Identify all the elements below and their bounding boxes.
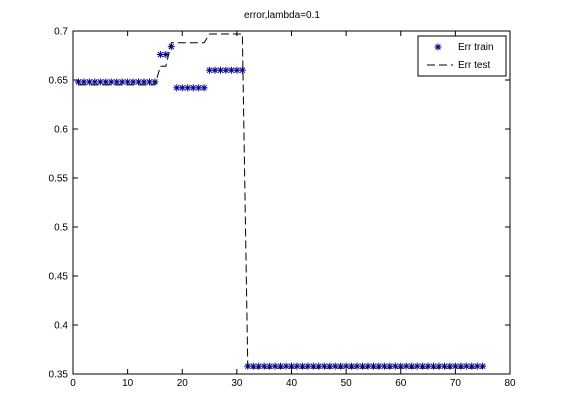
y-tick-label: 0.5 (54, 223, 68, 234)
data-point (195, 84, 203, 92)
y-tick-label: 0.45 (49, 272, 69, 283)
y-tick-label: 0.6 (54, 125, 68, 136)
series-line-err-test (78, 33, 483, 369)
data-point (102, 78, 110, 86)
data-point (342, 362, 350, 370)
x-tick-label: 50 (341, 378, 353, 389)
x-tick-label: 20 (177, 378, 189, 389)
y-tick-label: 0.7 (54, 27, 68, 38)
legend-marker-symbol (434, 43, 442, 51)
x-tick-label: 10 (122, 378, 134, 389)
series-layer (74, 33, 487, 370)
x-tick-label: 60 (395, 378, 407, 389)
legend-label-err-test: Err test (458, 60, 490, 71)
data-point (200, 84, 208, 92)
y-tick-label: 0.35 (49, 370, 69, 381)
data-point (151, 78, 159, 86)
x-tick-label: 80 (504, 378, 516, 389)
x-tick-label: 30 (231, 378, 243, 389)
legend-label-err-train: Err train (458, 42, 494, 53)
legend-box (417, 35, 507, 77)
legend-marker-err-train (434, 43, 442, 51)
data-point (145, 78, 153, 86)
x-tick-label: 70 (450, 378, 462, 389)
y-tick-label: 0.55 (49, 174, 69, 185)
x-tick-label: 40 (286, 378, 298, 389)
data-point (113, 78, 121, 86)
y-tick-label: 0.4 (54, 321, 68, 332)
x-tick-label: 0 (70, 378, 76, 389)
legend: Err train Err test (417, 35, 507, 77)
data-point (184, 84, 192, 92)
y-tick-label: 0.65 (49, 76, 69, 87)
axis-ticks: 0 10 20 30 40 50 60 70 80 0.35 0.4 0.45 0.5 0.55 0.6 0.… (49, 27, 516, 390)
chart-title: error,lambda=0.1 (244, 10, 320, 21)
data-point (238, 66, 246, 74)
data-point (85, 78, 93, 86)
data-point (129, 78, 137, 86)
data-point (156, 51, 164, 59)
data-point (216, 66, 224, 74)
plot-area (72, 30, 511, 375)
